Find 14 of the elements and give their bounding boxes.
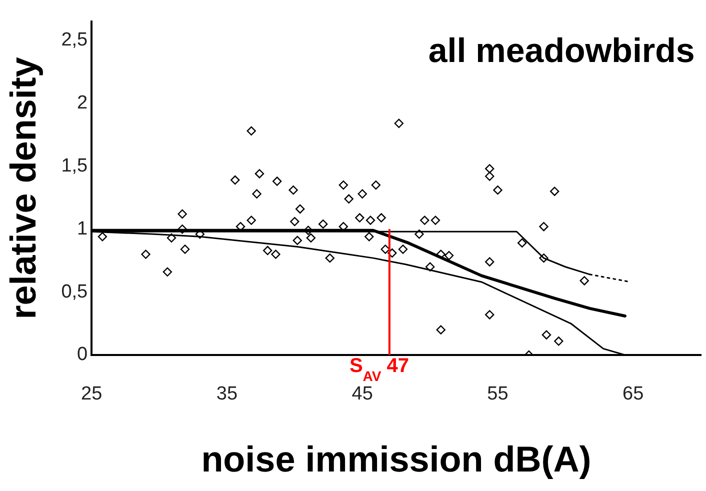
x-tick-label: 55 <box>487 384 508 405</box>
y-tick-label: 1,5 <box>61 155 88 176</box>
y-axis-title: relative density <box>2 57 44 320</box>
x-tick-label: 35 <box>216 384 238 405</box>
x-tick-label: 45 <box>352 384 373 405</box>
y-tick-label: 0 <box>77 344 88 366</box>
chart-title: all meadowbirds <box>428 32 695 70</box>
y-tick-label: 2 <box>77 92 88 114</box>
x-tick-label: 25 <box>81 384 102 405</box>
y-tick-label: 0,5 <box>61 281 88 302</box>
y-tick-label: 2,5 <box>61 30 88 51</box>
x-axis-title: noise immission dB(A) <box>201 438 592 480</box>
x-tick-label: 65 <box>622 384 644 405</box>
y-tick-label: 1 <box>77 218 88 240</box>
